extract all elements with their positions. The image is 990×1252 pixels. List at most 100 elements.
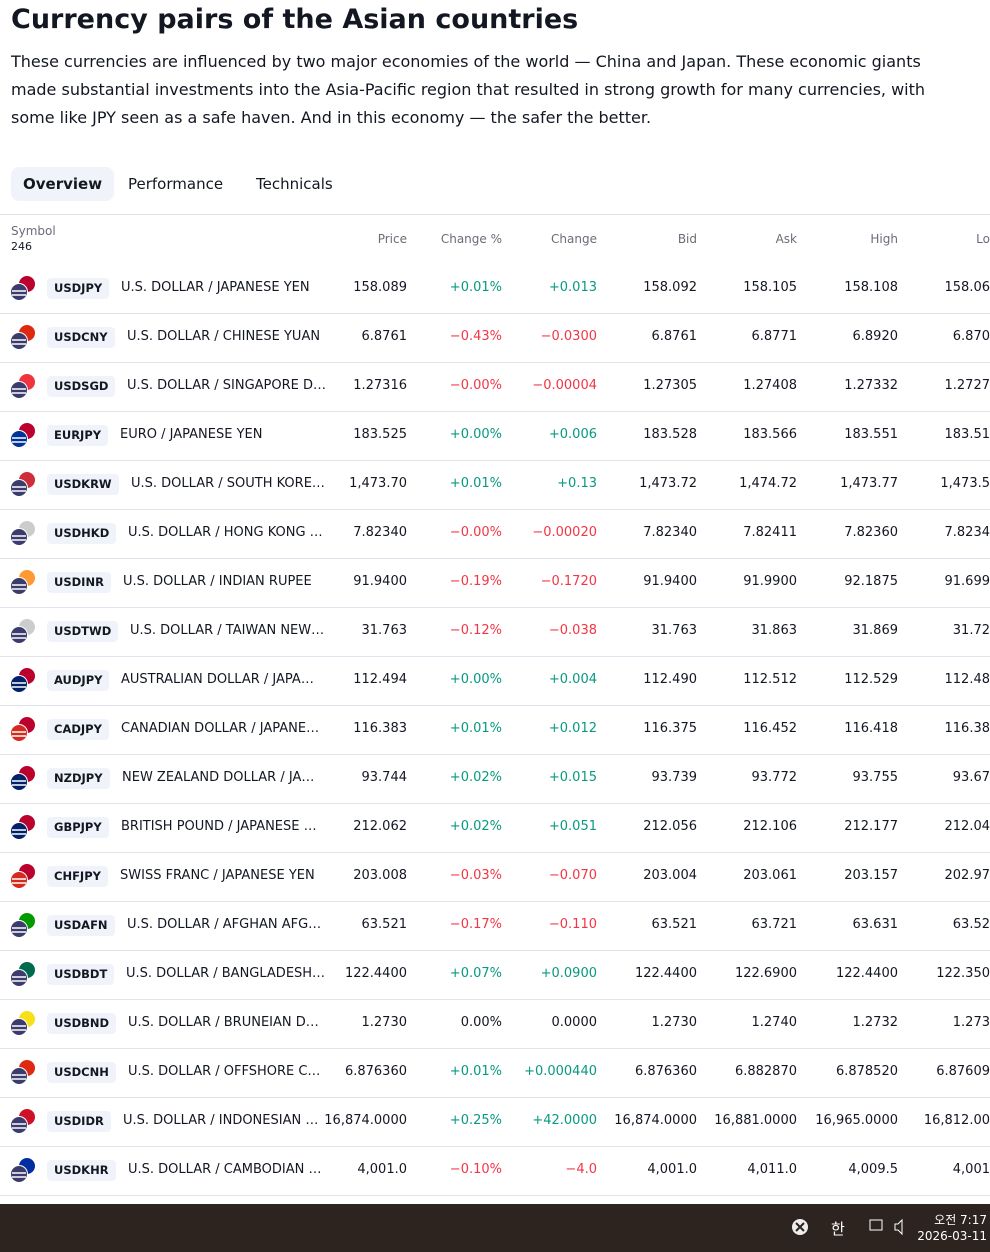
symbol-badge[interactable]: USDSGD bbox=[47, 376, 116, 397]
table-cell: +0.01% bbox=[449, 1064, 502, 1079]
symbol-badge[interactable]: USDCNH bbox=[47, 1062, 116, 1083]
flag-icon bbox=[10, 864, 35, 889]
table-row[interactable]: USDAFN U.S. DOLLAR / AFGHAN AFG… 63.521 −0.… bbox=[0, 901, 990, 951]
symbol-badge[interactable]: USDBDT bbox=[47, 964, 115, 985]
table-cell: 183.525 bbox=[353, 427, 407, 442]
table-cell: 16,874.0000 bbox=[614, 1113, 697, 1128]
symbol-badge[interactable]: CHFJPY bbox=[47, 866, 108, 887]
table-row[interactable]: USDIDR U.S. DOLLAR / INDONESIAN … 16,874.0… bbox=[0, 1097, 990, 1147]
table-cell: 122.6900 bbox=[734, 966, 797, 981]
table-cell: 16,874.0000 bbox=[324, 1113, 407, 1128]
table-cell: 63.521 bbox=[361, 917, 408, 932]
symbol-description: BRITISH POUND / JAPANESE … bbox=[121, 819, 317, 834]
table-row[interactable]: USDCNY U.S. DOLLAR / CHINESE YUAN 6.8761 −0… bbox=[0, 313, 990, 363]
table-cell: 183.528 bbox=[643, 427, 697, 442]
symbol-badge[interactable]: USDBND bbox=[47, 1013, 117, 1034]
symbol-badge[interactable]: GBPJPY bbox=[47, 817, 109, 838]
table-cell: 7.82360 bbox=[844, 525, 898, 540]
table-cell: +0.02% bbox=[449, 770, 502, 785]
symbol-badge[interactable]: CADJPY bbox=[47, 719, 109, 740]
table-cell: 116.375 bbox=[643, 721, 697, 736]
table-row[interactable]: CADJPY CANADIAN DOLLAR / JAPANE… 116.383 +0… bbox=[0, 705, 990, 755]
table-cell: 112.512 bbox=[743, 672, 797, 687]
table-cell: 1.27316 bbox=[353, 378, 407, 393]
table-cell: 1,473.72 bbox=[639, 476, 697, 491]
date[interactable]: 2026-03-11 bbox=[917, 1229, 987, 1243]
symbol-badge[interactable]: EURJPY bbox=[47, 425, 109, 446]
symbol-badge[interactable]: USDINR bbox=[47, 572, 111, 593]
flag-icon bbox=[10, 766, 35, 791]
table-cell: −0.10% bbox=[449, 1162, 502, 1177]
symbol-description: U.S. DOLLAR / BANGLADESH… bbox=[126, 966, 326, 981]
ime-indicator[interactable]: 한 bbox=[831, 1220, 845, 1238]
table-cell: −0.19% bbox=[449, 574, 502, 589]
column-header[interactable]: Bid bbox=[677, 232, 697, 246]
table-cell: 16,965.0000 bbox=[815, 1113, 898, 1128]
column-header[interactable]: Ask bbox=[775, 232, 797, 246]
column-header[interactable]: Change % bbox=[440, 232, 502, 246]
symbol-badge[interactable]: USDTWD bbox=[47, 621, 119, 642]
time[interactable]: 오전 7:17 bbox=[934, 1213, 987, 1227]
symbol-badge[interactable]: USDCNY bbox=[47, 327, 115, 348]
table-row[interactable]: USDBDT U.S. DOLLAR / BANGLADESH… 122.4400 +… bbox=[0, 950, 990, 1000]
table-row[interactable]: USDKRW U.S. DOLLAR / SOUTH KORE… 1,473.70 +… bbox=[0, 460, 990, 510]
table-cell: 122.4400 bbox=[634, 966, 697, 981]
symbol-badge[interactable]: USDKRW bbox=[47, 474, 119, 495]
flag-icon bbox=[10, 668, 35, 693]
table-row[interactable]: USDHKD U.S. DOLLAR / HONG KONG … 7.82340 −0… bbox=[0, 509, 990, 559]
symbol-badge[interactable]: AUDJPY bbox=[47, 670, 110, 691]
table-cell: 212.106 bbox=[743, 819, 797, 834]
flag-icon bbox=[10, 1011, 35, 1036]
column-header[interactable]: High bbox=[870, 232, 898, 246]
tab[interactable]: Performance bbox=[128, 175, 224, 193]
table-cell: 116.452 bbox=[743, 721, 797, 736]
column-header[interactable]: Price bbox=[377, 232, 407, 246]
table-row[interactable]: USDCNH U.S. DOLLAR / OFFSHORE C… 6.876360 +… bbox=[0, 1048, 990, 1098]
column-header[interactable]: Change bbox=[551, 232, 597, 246]
table-cell: +0.013 bbox=[548, 280, 597, 295]
table-cell: 6.8761 bbox=[651, 329, 698, 344]
symbol-badge[interactable]: USDIDR bbox=[47, 1111, 111, 1132]
symbol-badge[interactable]: USDJPY bbox=[47, 278, 110, 299]
flag-icon bbox=[10, 619, 35, 644]
table-row[interactable]: CHFJPY SWISS FRANC / JAPANESE YEN 203.008 −… bbox=[0, 852, 990, 902]
symbol-description: CANADIAN DOLLAR / JAPANE… bbox=[121, 721, 320, 736]
table-cell: −0.038 bbox=[548, 623, 597, 638]
table-row[interactable]: USDINR U.S. DOLLAR / INDIAN RUPEE 91.9400 −… bbox=[0, 558, 990, 608]
table-cell: 6.876360 bbox=[344, 1064, 407, 1079]
table-cell: 93.744 bbox=[361, 770, 408, 785]
symbol-badge[interactable]: USDKHR bbox=[47, 1160, 116, 1181]
table-row[interactable]: USDKHR U.S. DOLLAR / CAMBODIAN … 4,001.0 −0… bbox=[0, 1146, 990, 1196]
table-row[interactable]: USDJPY U.S. DOLLAR / JAPANESE YEN 158.089 +… bbox=[0, 264, 990, 314]
table-cell: 158.092 bbox=[643, 280, 697, 295]
table-row[interactable]: GBPJPY BRITISH POUND / JAPANESE … 212.062 +… bbox=[0, 803, 990, 853]
column-header[interactable]: Lo bbox=[976, 232, 990, 246]
table-cell: −0.00% bbox=[449, 378, 502, 393]
table-row[interactable]: AUDJPY AUSTRALIAN DOLLAR / JAPA… 112.494 +0… bbox=[0, 656, 990, 706]
symbol-description: U.S. DOLLAR / OFFSHORE C… bbox=[128, 1064, 321, 1079]
symbol-badge[interactable]: USDAFN bbox=[47, 915, 115, 936]
table-cell: 1.27305 bbox=[643, 378, 697, 393]
table-cell: 16,812.00 bbox=[923, 1113, 990, 1128]
table-cell: 1,473.70 bbox=[349, 476, 407, 491]
table-cell: 1.27332 bbox=[844, 378, 898, 393]
table-cell: 1,474.72 bbox=[739, 476, 797, 491]
table-row[interactable]: NZDJPY NEW ZEALAND DOLLAR / JA… 93.744 +0.0… bbox=[0, 754, 990, 804]
table-cell: +0.13 bbox=[557, 476, 597, 491]
tab[interactable]: Technicals bbox=[256, 175, 333, 193]
table-row[interactable]: EURJPY EURO / JAPANESE YEN 183.525 +0.00% +0… bbox=[0, 411, 990, 461]
table-row[interactable]: USDTWD U.S. DOLLAR / TAIWAN NEW… 31.763 −0.… bbox=[0, 607, 990, 657]
table-row[interactable]: USDSGD U.S. DOLLAR / SINGAPORE D… 1.27316 −… bbox=[0, 362, 990, 412]
table-cell: 122.350 bbox=[936, 966, 990, 981]
table-row[interactable]: USDBND U.S. DOLLAR / BRUNEIAN D… 1.2730 0.0… bbox=[0, 999, 990, 1049]
table-cell: 6.87609 bbox=[936, 1064, 990, 1079]
table-cell: +0.012 bbox=[548, 721, 597, 736]
symbol-badge[interactable]: USDHKD bbox=[47, 523, 117, 544]
table-cell: 63.52 bbox=[952, 917, 990, 932]
tab[interactable]: Overview bbox=[11, 167, 115, 201]
table-cell: −0.110 bbox=[548, 917, 597, 932]
table-cell: 91.9400 bbox=[353, 574, 407, 589]
table-cell: −0.00020 bbox=[532, 525, 597, 540]
symbol-badge[interactable]: NZDJPY bbox=[47, 768, 110, 789]
